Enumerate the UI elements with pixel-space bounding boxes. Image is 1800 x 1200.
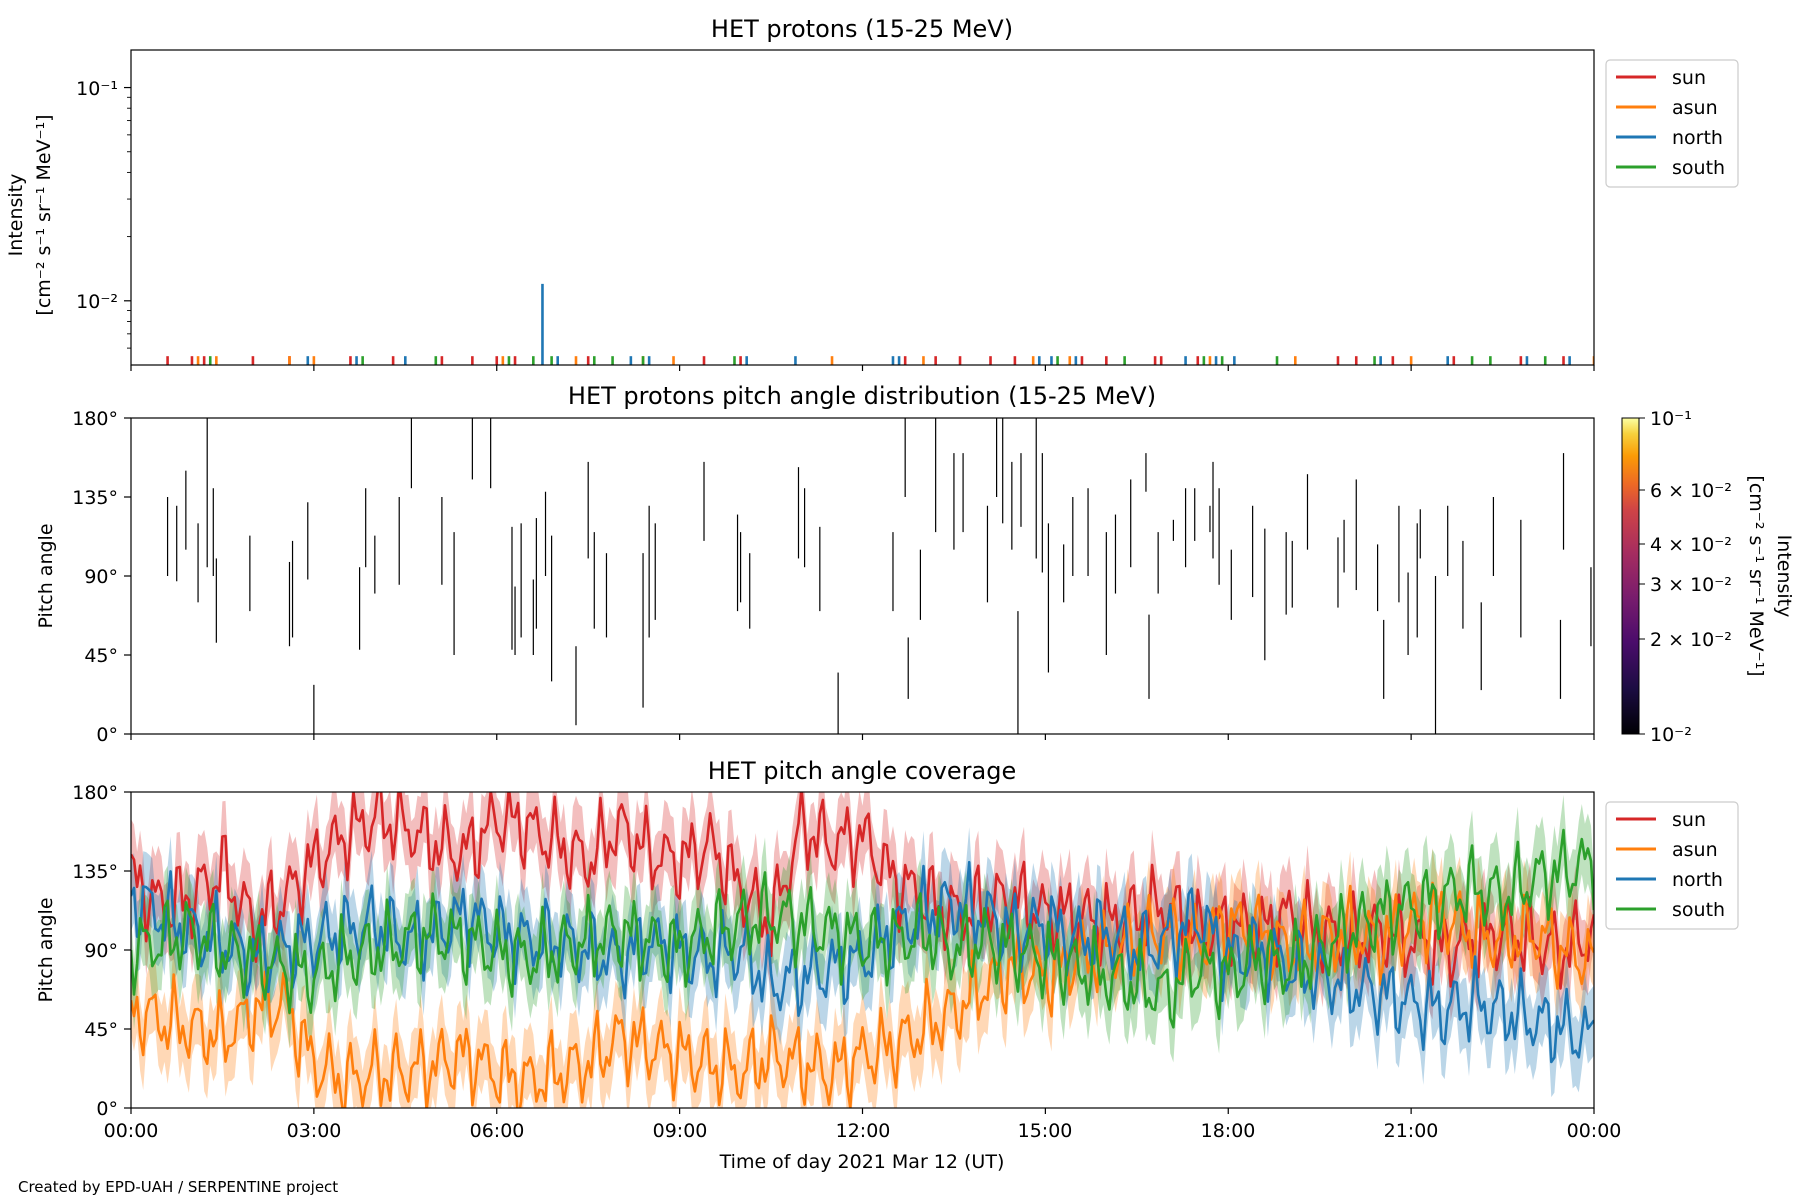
- pad-ytick-135: 135°: [72, 487, 118, 509]
- intensity-legend: sun asun north south: [1605, 59, 1739, 188]
- coverage-title: HET pitch angle coverage: [708, 757, 1016, 785]
- coverage-ylabel: Pitch angle: [35, 897, 57, 1002]
- pad-x-ticks: [130, 734, 1595, 740]
- colorbar-gradient: [1621, 417, 1640, 735]
- legend-label-sun: sun: [1672, 67, 1706, 89]
- pad-ylabel: Pitch angle: [35, 523, 57, 628]
- xtick-label-8: 00:00: [1567, 1120, 1622, 1142]
- coverage-ytick-45: 45°: [84, 1019, 118, 1041]
- series-line-south: [131, 828, 1594, 1029]
- coverage-legend: sun asun north south: [1605, 801, 1739, 930]
- coverage-panel: HET pitch angle coverage 180° 135° 90° 4…: [35, 757, 1739, 1173]
- coverage-legend-label-north: north: [1672, 869, 1723, 891]
- coverage-ytick-0: 0°: [96, 1098, 118, 1120]
- intensity-bars: [166, 283, 1594, 365]
- legend-label-asun: asun: [1672, 97, 1718, 119]
- coverage-x-tick-labels: 00:00 03:00 06:00 09:00 12:00 15:00 18:0…: [104, 1120, 1622, 1142]
- xtick-label-1: 03:00: [287, 1120, 342, 1142]
- coverage-ytick-135: 135°: [72, 861, 118, 883]
- colorbar-label-line2: [cm⁻² s⁻¹ sr⁻¹ MeV⁻¹]: [1745, 475, 1767, 676]
- colorbar: 10⁻¹ 6 × 10⁻² 4 × 10⁻² 3 × 10⁻² 2 × 10⁻²…: [1621, 408, 1795, 746]
- pad-ytick-90: 90°: [84, 566, 118, 588]
- colorbar-tick-1e-1: 10⁻¹: [1650, 408, 1692, 430]
- pad-panel: HET protons pitch angle distribution (15…: [35, 382, 1795, 746]
- footer-credit: Created by EPD-UAH / SERPENTINE project: [18, 1178, 338, 1196]
- intensity-ytick-label-top: 10⁻¹: [76, 78, 118, 100]
- coverage-y-ticks: [124, 791, 131, 1109]
- coverage-legend-label-south: south: [1672, 899, 1725, 921]
- intensity-ylabel-line2: [cm⁻² s⁻¹ sr⁻¹ MeV⁻¹]: [33, 114, 55, 315]
- coverage-legend-label-sun: sun: [1672, 809, 1706, 831]
- pad-y-ticks: [124, 417, 131, 735]
- intensity-ytick-label-bottom: 10⁻²: [76, 291, 118, 313]
- colorbar-tick-2e-2: 2 × 10⁻²: [1650, 629, 1732, 651]
- colorbar-label-line1: Intensity: [1773, 535, 1795, 618]
- xtick-label-5: 15:00: [1018, 1120, 1073, 1142]
- coverage-lines: [131, 792, 1594, 1108]
- band-asun: [131, 847, 1594, 1108]
- intensity-axes-frame: [130, 49, 1595, 366]
- colorbar-tick-4e-2: 4 × 10⁻²: [1650, 534, 1732, 556]
- xtick-label-3: 09:00: [653, 1120, 708, 1142]
- intensity-title: HET protons (15-25 MeV): [711, 15, 1013, 43]
- pad-ytick-180: 180°: [72, 408, 118, 430]
- pad-axes-frame: [130, 417, 1595, 735]
- xtick-label-4: 12:00: [836, 1120, 891, 1142]
- pad-ytick-0: 0°: [96, 724, 118, 746]
- intensity-panel: HET protons (15-25 MeV) 10⁻¹ 10⁻² Intens…: [5, 15, 1739, 371]
- series-line-sun: [131, 792, 1594, 990]
- colorbar-tick-6e-2: 6 × 10⁻²: [1650, 480, 1732, 502]
- colorbar-tick-1e-2: 10⁻²: [1650, 724, 1692, 746]
- coverage-legend-label-asun: asun: [1672, 839, 1718, 861]
- xtick-label-6: 18:00: [1201, 1120, 1256, 1142]
- pad-title: HET protons pitch angle distribution (15…: [568, 382, 1156, 410]
- legend-label-south: south: [1672, 157, 1725, 179]
- coverage-ytick-90: 90°: [84, 940, 118, 962]
- series-line-asun: [131, 881, 1594, 1108]
- intensity-ylabel-line1: Intensity: [5, 174, 27, 257]
- coverage-ytick-180: 180°: [72, 782, 118, 804]
- x-axis-label: Time of day 2021 Mar 12 (UT): [719, 1151, 1005, 1173]
- intensity-x-ticks: [130, 365, 1595, 371]
- xtick-label-0: 00:00: [104, 1120, 159, 1142]
- xtick-label-7: 21:00: [1384, 1120, 1439, 1142]
- pad-segments: [166, 418, 1592, 734]
- pad-ytick-45: 45°: [84, 645, 118, 667]
- xtick-label-2: 06:00: [470, 1120, 525, 1142]
- band-south: [131, 794, 1594, 1063]
- coverage-x-ticks: [130, 1108, 1595, 1114]
- intensity-y-ticks: [124, 86, 131, 349]
- legend-label-north: north: [1672, 127, 1723, 149]
- colorbar-tick-3e-2: 3 × 10⁻²: [1650, 574, 1732, 596]
